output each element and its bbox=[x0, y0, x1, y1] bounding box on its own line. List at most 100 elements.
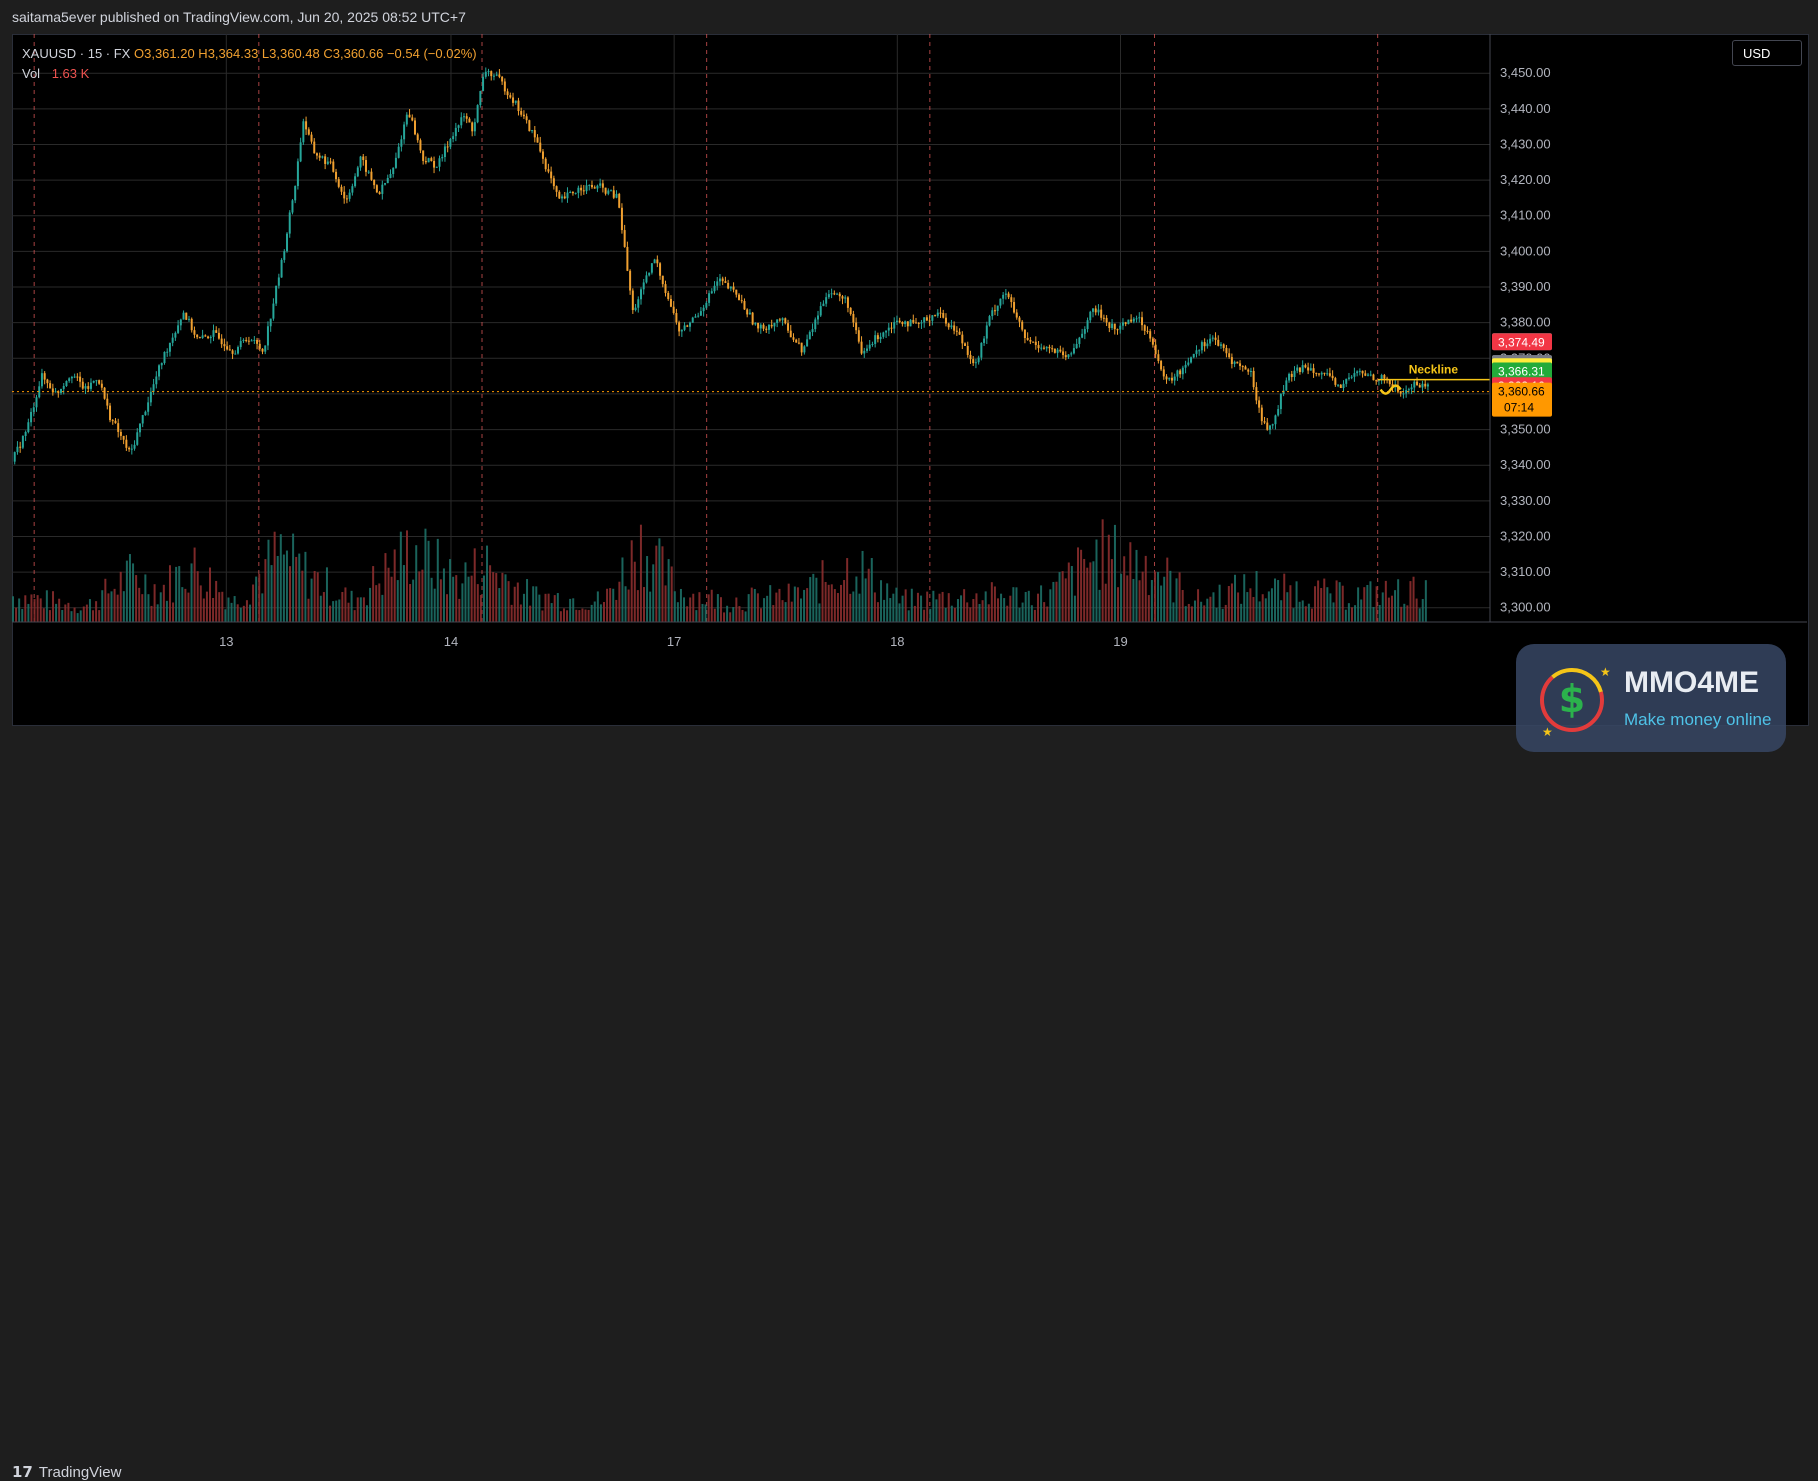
candle-body bbox=[958, 331, 961, 335]
candle-body bbox=[1176, 370, 1179, 377]
candle-body bbox=[1007, 293, 1010, 298]
volume-bar bbox=[969, 607, 972, 622]
volume-bar bbox=[846, 558, 849, 622]
volume-bar bbox=[698, 592, 701, 622]
volume-bar bbox=[987, 604, 990, 622]
volume-bar bbox=[421, 569, 424, 622]
volume-bar bbox=[239, 607, 242, 622]
volume-bar bbox=[125, 560, 128, 622]
candle-body bbox=[1225, 347, 1228, 354]
candle-body bbox=[1086, 320, 1089, 330]
candle-body bbox=[961, 334, 964, 344]
candle-body bbox=[1323, 372, 1326, 374]
volume-bar bbox=[504, 574, 507, 622]
candle-body bbox=[868, 344, 871, 349]
candle-body bbox=[1320, 372, 1323, 375]
candle-body bbox=[620, 207, 623, 231]
volume-bar bbox=[375, 585, 378, 622]
candle-body bbox=[993, 310, 996, 312]
candle-body bbox=[871, 343, 874, 345]
volume-bar bbox=[1040, 585, 1043, 622]
candle-body bbox=[62, 386, 65, 389]
volume-bar bbox=[553, 595, 556, 622]
candle-body bbox=[1135, 318, 1138, 320]
volume-bar bbox=[1415, 598, 1418, 622]
candle-body bbox=[936, 312, 939, 316]
candle-body bbox=[1181, 367, 1184, 375]
volume-bar bbox=[150, 605, 153, 622]
volume-bar bbox=[1055, 581, 1058, 622]
volume-bar bbox=[212, 597, 215, 622]
candle-body bbox=[713, 285, 716, 292]
candle-body bbox=[1021, 321, 1024, 330]
volume-bar bbox=[249, 604, 252, 622]
volume-bar bbox=[892, 593, 895, 622]
candle-body bbox=[1282, 390, 1285, 395]
candle-body bbox=[354, 176, 357, 187]
candle-body bbox=[1236, 361, 1239, 364]
volume-bar bbox=[1212, 592, 1215, 622]
candle-body bbox=[615, 193, 618, 198]
candle-body bbox=[852, 314, 855, 323]
volume-bar bbox=[412, 579, 415, 622]
volume-bar bbox=[1184, 606, 1187, 622]
candle-body bbox=[1375, 380, 1378, 382]
candle-body bbox=[797, 342, 800, 344]
volume-bar bbox=[486, 545, 489, 622]
volume-bar bbox=[350, 590, 353, 622]
volume-bar bbox=[113, 588, 116, 622]
volume-bar bbox=[1064, 578, 1067, 622]
volume-bar bbox=[1163, 576, 1166, 622]
volume-bar bbox=[609, 588, 612, 622]
volume-bar bbox=[941, 591, 944, 622]
tradingview-logo[interactable]: 𝟭𝟳 TradingView bbox=[12, 1463, 121, 1481]
candle-body bbox=[1168, 377, 1171, 380]
currency-button[interactable]: USD bbox=[1732, 40, 1802, 66]
volume-bar bbox=[670, 566, 673, 622]
price-chart[interactable]: Neckline 13 14 17 18 19 3,300.00 3,310.00 3,320.… bbox=[12, 34, 1807, 724]
candle-body bbox=[920, 322, 923, 324]
volume-bar bbox=[1375, 586, 1378, 622]
y-tick-label: 3,420.00 bbox=[1500, 172, 1551, 187]
candle-body bbox=[1170, 377, 1173, 381]
candle-body bbox=[1062, 351, 1065, 356]
candle-body bbox=[1388, 379, 1391, 385]
volume-bar bbox=[661, 546, 664, 622]
candle-body bbox=[1094, 308, 1097, 313]
volume-bar bbox=[916, 592, 919, 622]
volume-bar bbox=[1000, 593, 1003, 622]
candle-body bbox=[226, 346, 229, 350]
candle-body bbox=[389, 174, 392, 178]
candle-body bbox=[901, 321, 904, 325]
volume-bar bbox=[1372, 606, 1375, 622]
candle-body bbox=[272, 303, 275, 319]
volume-bar bbox=[920, 595, 923, 622]
volume-bar bbox=[307, 598, 310, 622]
candle-body bbox=[433, 160, 436, 168]
volume-bar bbox=[276, 555, 279, 622]
candle-body bbox=[209, 336, 212, 339]
volume-bar bbox=[855, 576, 858, 622]
volume-bar bbox=[33, 599, 36, 622]
volume-bar bbox=[870, 558, 873, 622]
candle-body bbox=[512, 97, 515, 103]
candle-body bbox=[827, 294, 830, 298]
candle-body bbox=[1032, 341, 1035, 343]
volume-bar bbox=[1218, 584, 1221, 622]
volume-bar bbox=[1237, 592, 1240, 622]
candle-body bbox=[438, 158, 441, 167]
volume-bar bbox=[738, 606, 741, 622]
volume-bar bbox=[1200, 601, 1203, 622]
candle-body bbox=[400, 139, 403, 147]
volume-bar bbox=[313, 571, 316, 622]
volume-bar bbox=[938, 593, 941, 622]
volume-bar bbox=[1292, 608, 1295, 622]
candle-body bbox=[735, 289, 738, 295]
candle-body bbox=[503, 81, 506, 92]
candle-body bbox=[1081, 333, 1084, 338]
candle-body bbox=[607, 190, 610, 194]
candle-body bbox=[117, 423, 120, 432]
candle-body bbox=[1051, 348, 1054, 350]
volume-bar bbox=[424, 528, 427, 622]
candle-body bbox=[879, 336, 882, 340]
